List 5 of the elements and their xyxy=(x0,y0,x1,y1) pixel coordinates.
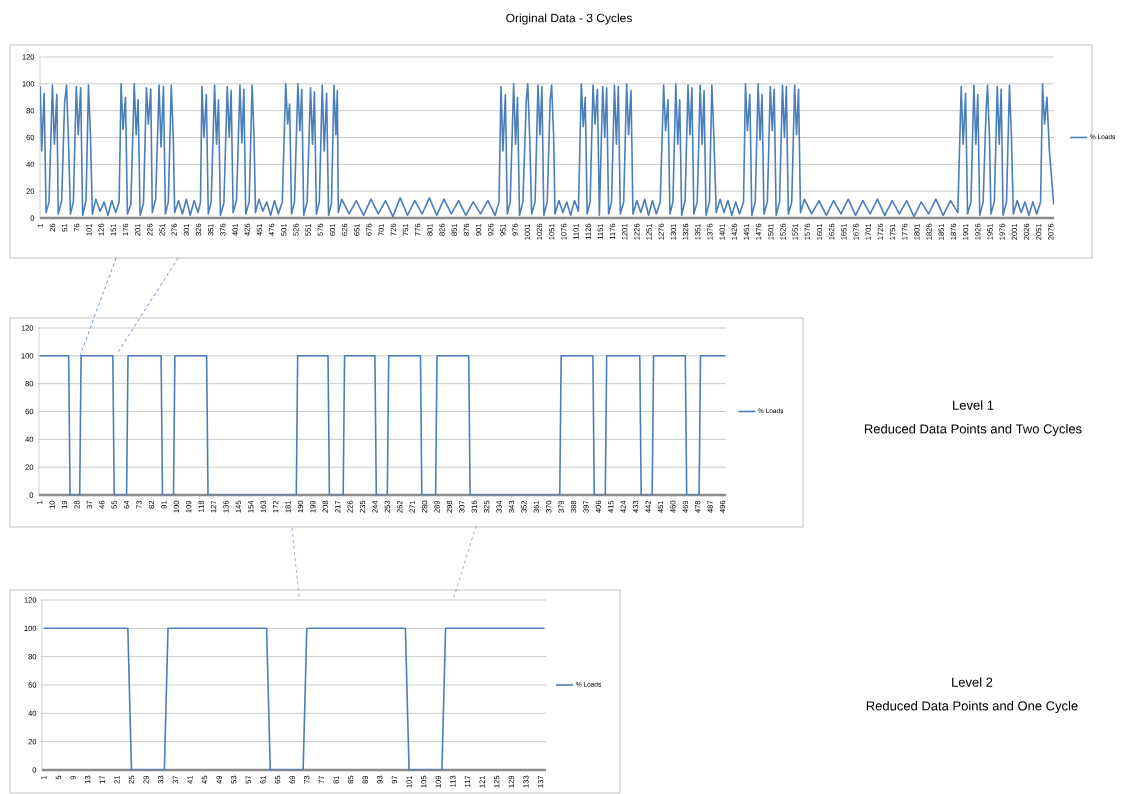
text: Level 2 xyxy=(952,677,993,687)
text: Level 1 xyxy=(953,400,994,410)
text: Reduced Data Points and Two Cycles xyxy=(864,423,1082,437)
chart-title: Original Data - 3 Cycles xyxy=(506,13,632,25)
text: Reduced Data Points and One Cycle xyxy=(866,700,1078,714)
